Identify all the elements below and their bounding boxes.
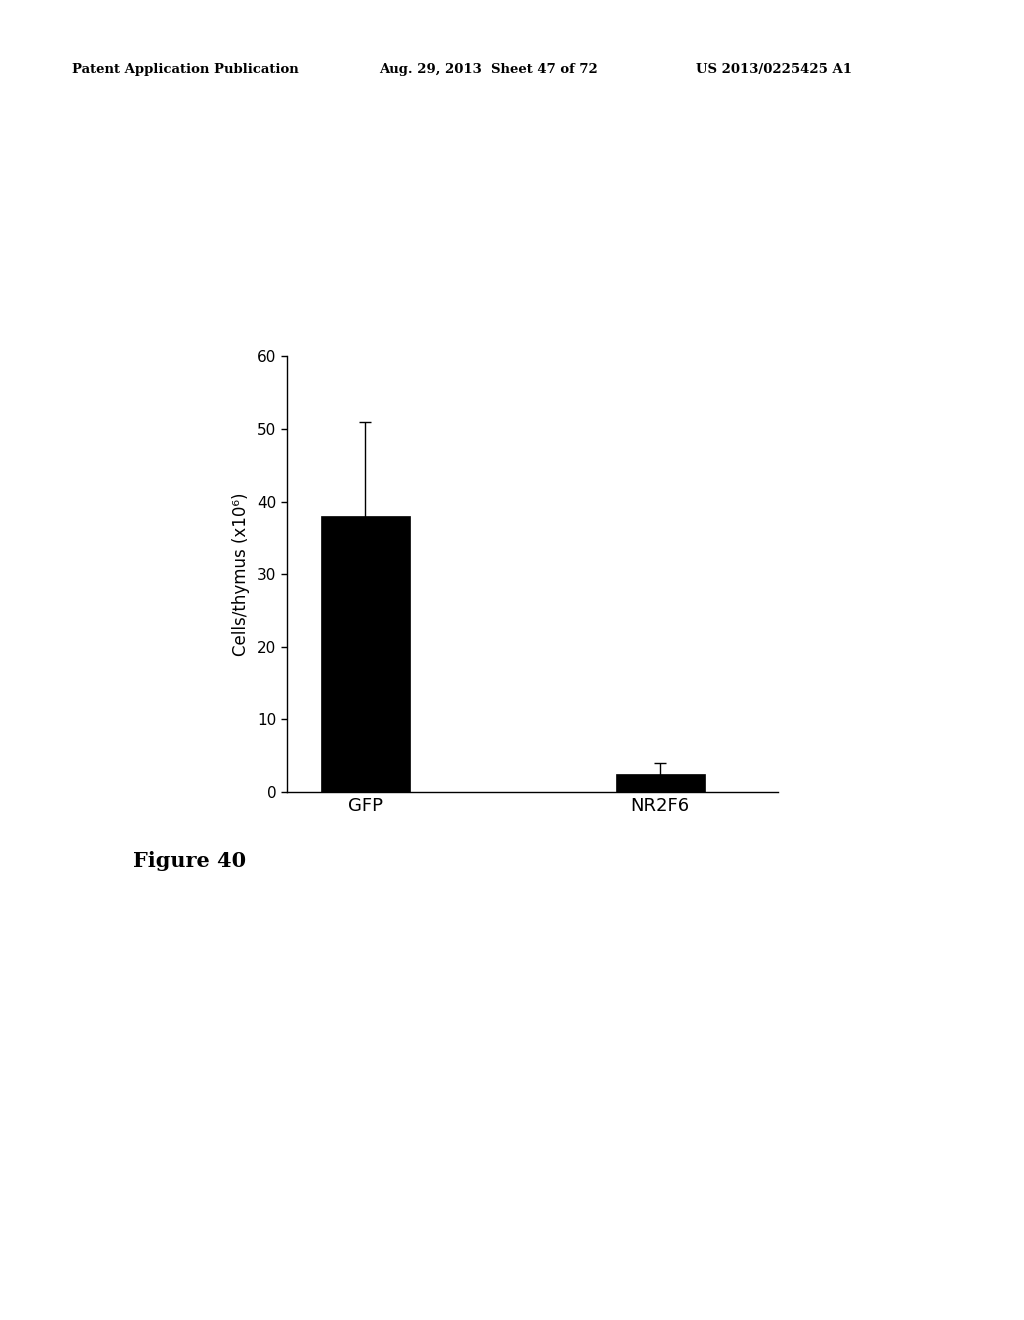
- Bar: [616, 774, 705, 792]
- Text: US 2013/0225425 A1: US 2013/0225425 A1: [696, 63, 852, 77]
- Bar: [322, 516, 410, 792]
- Text: Patent Application Publication: Patent Application Publication: [72, 63, 298, 77]
- Y-axis label: Cells/thymus (x10⁶): Cells/thymus (x10⁶): [232, 492, 250, 656]
- Text: Aug. 29, 2013  Sheet 47 of 72: Aug. 29, 2013 Sheet 47 of 72: [379, 63, 598, 77]
- Text: Figure 40: Figure 40: [133, 851, 246, 871]
